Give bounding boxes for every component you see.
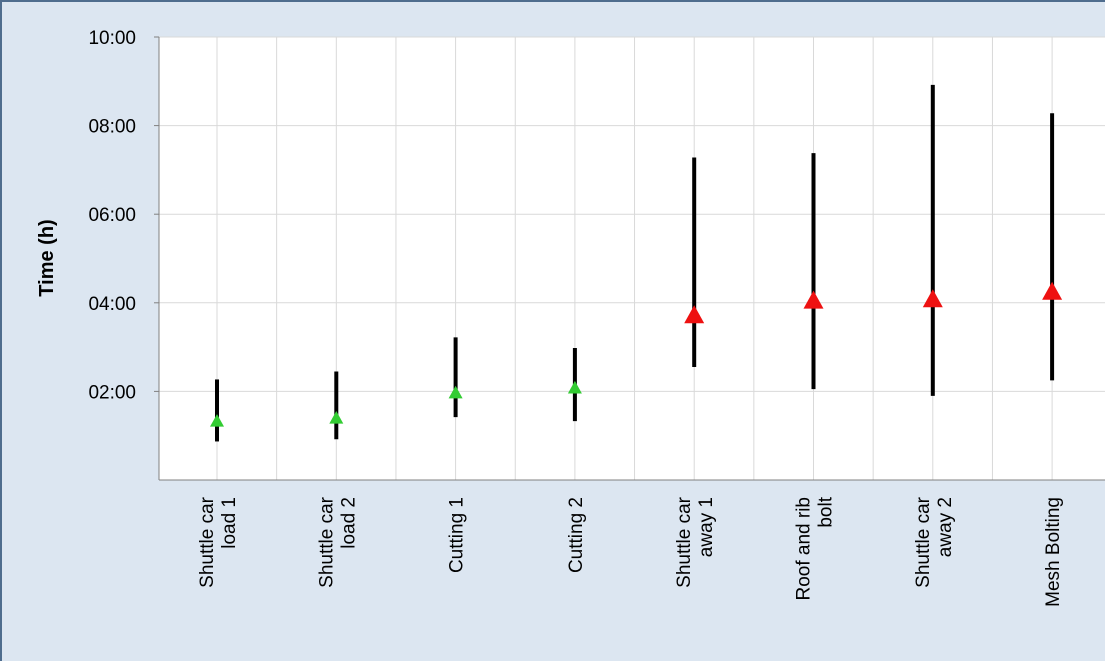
x-tick-label-group: Cutting 2 (566, 497, 587, 573)
plot-area (159, 37, 1105, 480)
y-tick-label: 06:00 (88, 205, 136, 226)
x-tick-label: Mesh Bolting (1043, 497, 1064, 607)
marker-triangle (684, 305, 705, 324)
x-tick-label-group: Roof and rib bolt (794, 496, 837, 600)
y-tick-label: 02:00 (88, 382, 136, 403)
marker-triangle (1042, 281, 1063, 300)
marker-triangle (329, 410, 344, 424)
x-tick-label: Cutting 1 (447, 497, 468, 573)
marker-triangle (567, 380, 582, 394)
x-tick-label: Shuttle car (316, 496, 337, 587)
marker-triangle (922, 289, 943, 308)
x-tick-label-group: Shuttle car load 2 (316, 496, 359, 587)
x-tick-label: load 1 (219, 497, 240, 549)
markers (210, 281, 1063, 427)
x-tick-label: Cutting 2 (566, 497, 587, 573)
x-tick-label: Shuttle car (197, 496, 218, 587)
x-tick-label: away 2 (935, 497, 956, 557)
x-tick-label: Roof and rib (794, 497, 815, 601)
x-tick-label: away 1 (696, 497, 717, 557)
x-tick-label-group: Shuttle car away 1 (674, 496, 717, 587)
marker-triangle (803, 290, 824, 309)
y-tick-label: 10:00 (88, 28, 136, 49)
y-axis-title: Time (h) (36, 219, 58, 296)
x-tick-label-group: Shuttle car load 1 (197, 496, 240, 587)
marker-triangle (448, 385, 463, 399)
x-tick-label-group: Mesh Bolting (1043, 497, 1064, 607)
x-tick-label: load 2 (338, 497, 359, 549)
x-tick-label-group: Cutting 1 (447, 497, 468, 573)
x-tick-label: Shuttle car (913, 496, 934, 587)
y-tick-label: 08:00 (88, 117, 136, 138)
x-tick-label-group: Shuttle car away 2 (913, 496, 956, 587)
y-tick-labels: 02:00 04:00 06:00 08:00 10:00 (88, 28, 159, 403)
x-tick-labels: Shuttle car load 1 Shuttle car load 2 Cuttin… (197, 496, 1064, 607)
marker-triangle (210, 414, 224, 427)
x-tick-label: bolt (816, 496, 837, 527)
y-tick-label: 04:00 (88, 294, 136, 315)
x-tick-label: Shuttle car (674, 496, 695, 587)
